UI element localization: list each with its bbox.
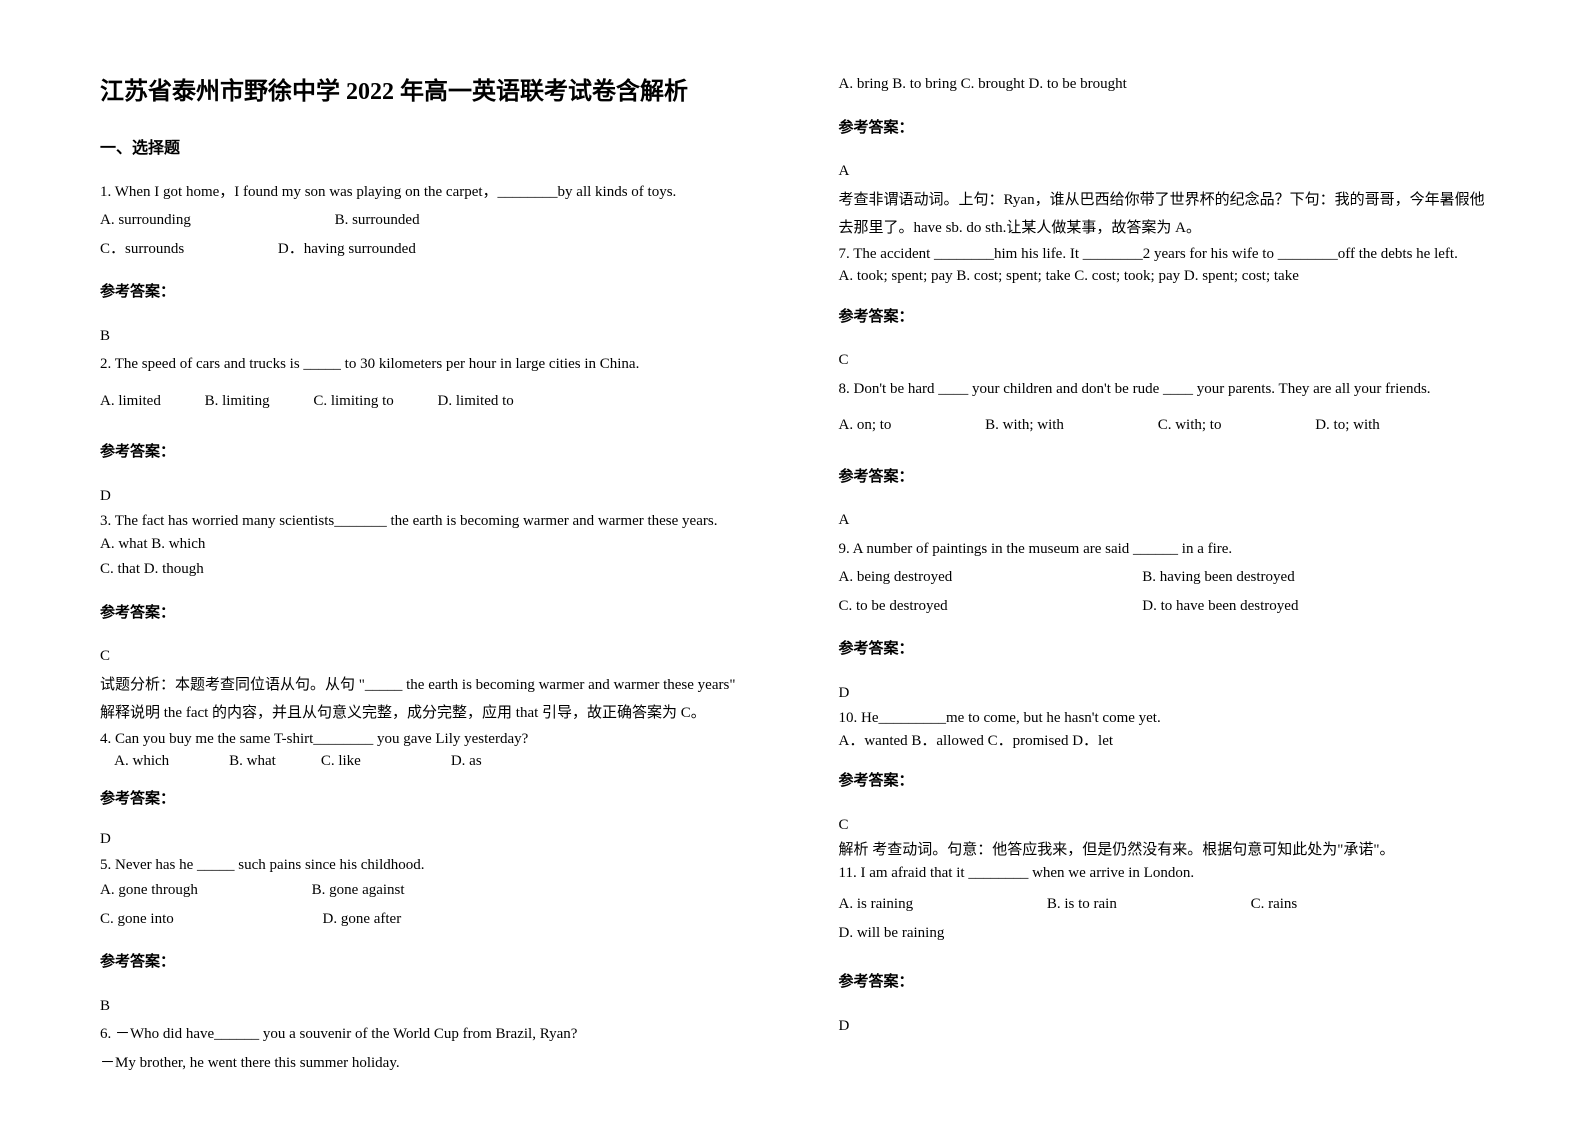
- q11-answer: D: [839, 1012, 1498, 1041]
- q3-answer-label: 参考答案：: [100, 599, 759, 628]
- q10-answer-label: 参考答案：: [839, 767, 1498, 796]
- q7-answer: C: [839, 346, 1498, 375]
- q10-stem: 10. He_________me to come, but he hasn't…: [839, 707, 1498, 730]
- q8-opts: A. on; to B. with; with C. with; to D. t…: [839, 411, 1498, 440]
- q11-stem: 11. I am afraid that it ________ when we…: [839, 862, 1498, 885]
- q6-answer: A: [839, 157, 1498, 186]
- q5-opt-c: C. gone into: [100, 905, 174, 934]
- q3-opts-cd: C. that D. though: [100, 555, 759, 584]
- q1-stem: 1. When I got home，I found my son was pl…: [100, 178, 759, 207]
- q6-line2: －My brother, he went there this summer h…: [100, 1049, 759, 1078]
- q11-opt-c: C. rains: [1251, 890, 1298, 919]
- q5-answer-label: 参考答案：: [100, 948, 759, 977]
- q5-opt-a: A. gone through: [100, 876, 198, 905]
- q7-answer-label: 参考答案：: [839, 303, 1498, 332]
- q1-opt-c: C．surrounds: [100, 235, 184, 264]
- q5-opt-b: B. gone against: [312, 876, 405, 905]
- q11-answer-label: 参考答案：: [839, 968, 1498, 997]
- q8-opt-a: A. on; to: [839, 411, 892, 440]
- q5-answer: B: [100, 992, 759, 1021]
- q8-opt-c: C. with; to: [1158, 411, 1222, 440]
- page: 江苏省泰州市野徐中学 2022 年高一英语联考试卷含解析 一、选择题 1. Wh…: [0, 0, 1587, 1122]
- q4-answer: D: [100, 825, 759, 854]
- q9-opt-d: D. to have been destroyed: [1142, 592, 1298, 621]
- q4-stem: 4. Can you buy me the same T-shirt______…: [100, 728, 759, 751]
- left-column: 江苏省泰州市野徐中学 2022 年高一英语联考试卷含解析 一、选择题 1. Wh…: [100, 70, 799, 1072]
- q1-opts-row2: C．surrounds D．having surrounded: [100, 235, 759, 264]
- q9-opts-row2: C. to be destroyed D. to have been destr…: [839, 592, 1498, 621]
- q6-opts: A. bring B. to bring C. brought D. to be…: [839, 70, 1498, 99]
- q8-opt-d: D. to; with: [1315, 411, 1380, 440]
- q9-opt-c: C. to be destroyed: [839, 592, 1139, 621]
- q7-opts: A. took; spent; pay B. cost; spent; take…: [839, 265, 1498, 288]
- q2-opt-d: D. limited to: [438, 387, 514, 416]
- right-column: A. bring B. to bring C. brought D. to be…: [799, 70, 1498, 1072]
- q10-answer: C: [839, 811, 1498, 840]
- q11-opt-d: D. will be raining: [839, 919, 945, 948]
- q3-explain2: 解释说明 the fact 的内容，并且从句意义完整，成分完整，应用 that …: [100, 699, 759, 728]
- q2-answer: D: [100, 482, 759, 511]
- q3-opts-ab: A. what B. which: [100, 533, 759, 556]
- q11-opt-a: A. is raining: [839, 890, 914, 919]
- q10-opts: A．wanted B．allowed C．promised D．let: [839, 730, 1498, 753]
- q9-opts-row1: A. being destroyed B. having been destro…: [839, 563, 1498, 592]
- q3-explain1: 试题分析：本题考查同位语从句。从句 "_____ the earth is be…: [100, 671, 759, 700]
- q11-opt-b: B. is to rain: [1047, 890, 1117, 919]
- q1-opts-row1: A. surrounding B. surrounded: [100, 206, 759, 235]
- exam-title: 江苏省泰州市野徐中学 2022 年高一英语联考试卷含解析: [100, 70, 759, 116]
- q11-opts: A. is raining B. is to rain C. rains D. …: [839, 890, 1498, 947]
- q6-line1: 6. －Who did have______ you a souvenir of…: [100, 1020, 759, 1049]
- q4-opts: A. which B. what C. like D. as: [100, 750, 759, 773]
- section-heading: 一、选择题: [100, 134, 759, 164]
- q5-opts-row2: C. gone into D. gone after: [100, 905, 759, 934]
- q7-stem: 7. The accident ________him his life. It…: [839, 243, 1498, 266]
- q9-answer-label: 参考答案：: [839, 635, 1498, 664]
- q1-opt-b: B. surrounded: [335, 206, 420, 235]
- q2-opt-b: B. limiting: [205, 387, 270, 416]
- q9-opt-a: A. being destroyed: [839, 563, 1139, 592]
- q2-stem: 2. The speed of cars and trucks is _____…: [100, 350, 759, 379]
- q2-answer-label: 参考答案：: [100, 438, 759, 467]
- q8-answer-label: 参考答案：: [839, 463, 1498, 492]
- q5-stem: 5. Never has he _____ such pains since h…: [100, 854, 759, 877]
- q5-opts-row1: A. gone through B. gone against: [100, 876, 759, 905]
- q5-opt-d: D. gone after: [323, 905, 402, 934]
- q1-answer: B: [100, 322, 759, 351]
- q1-opt-d: D．having surrounded: [278, 235, 416, 264]
- q6-explain: 考查非谓语动词。上句：Ryan，谁从巴西给你带了世界杯的纪念品？下句：我的哥哥，…: [839, 186, 1498, 243]
- q9-answer: D: [839, 679, 1498, 708]
- q10-explain: 解析 考查动词。句意：他答应我来，但是仍然没有来。根据句意可知此处为"承诺"。: [839, 839, 1498, 862]
- q2-opts: A. limited B. limiting C. limiting to D.…: [100, 387, 759, 416]
- q1-opt-a: A. surrounding: [100, 206, 191, 235]
- q4-answer-label: 参考答案：: [100, 788, 759, 811]
- q3-stem: 3. The fact has worried many scientists_…: [100, 510, 759, 533]
- q2-opt-a: A. limited: [100, 387, 161, 416]
- q3-answer: C: [100, 642, 759, 671]
- q9-opt-b: B. having been destroyed: [1142, 563, 1294, 592]
- q6-answer-label: 参考答案：: [839, 114, 1498, 143]
- q8-opt-b: B. with; with: [985, 411, 1064, 440]
- q1-answer-label: 参考答案：: [100, 278, 759, 307]
- q8-answer: A: [839, 506, 1498, 535]
- q2-opt-c: C. limiting to: [313, 387, 393, 416]
- q9-stem: 9. A number of paintings in the museum a…: [839, 535, 1498, 564]
- q8-stem: 8. Don't be hard ____ your children and …: [839, 375, 1498, 404]
